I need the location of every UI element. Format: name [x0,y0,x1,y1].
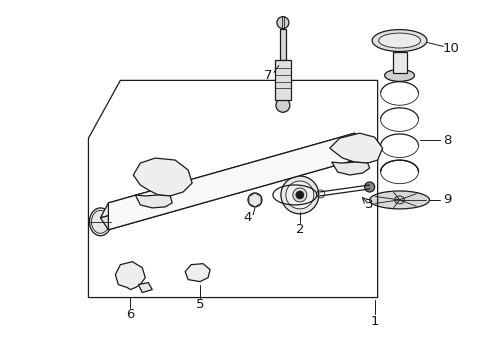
Circle shape [364,182,374,192]
Circle shape [275,98,289,112]
Circle shape [158,171,172,185]
Polygon shape [329,133,382,163]
Polygon shape [331,162,369,175]
Text: 4: 4 [244,211,252,224]
Text: 8: 8 [442,134,451,147]
Polygon shape [274,60,290,100]
Ellipse shape [371,30,426,51]
Text: 2: 2 [295,223,304,236]
Text: 9: 9 [442,193,451,206]
Ellipse shape [384,69,414,81]
Polygon shape [135,195,172,208]
Circle shape [151,164,179,192]
Polygon shape [185,264,210,282]
Polygon shape [248,193,261,207]
Ellipse shape [378,33,420,48]
Circle shape [351,144,363,156]
Ellipse shape [89,208,111,236]
Circle shape [276,17,288,28]
Text: 3: 3 [365,198,373,211]
Ellipse shape [285,181,313,209]
Polygon shape [133,158,192,196]
Polygon shape [279,28,285,60]
Polygon shape [115,262,145,289]
Polygon shape [392,53,406,73]
Text: 10: 10 [442,42,459,55]
Text: 6: 6 [126,308,134,321]
Circle shape [170,172,176,178]
Text: 7: 7 [263,69,272,82]
Polygon shape [100,133,367,218]
Ellipse shape [369,191,428,209]
Circle shape [362,146,366,150]
Polygon shape [138,283,152,293]
Ellipse shape [394,196,404,204]
Circle shape [345,138,369,162]
Ellipse shape [280,176,318,214]
Text: 1: 1 [369,315,378,328]
Ellipse shape [292,188,306,202]
Polygon shape [108,133,354,230]
Text: 5: 5 [196,298,204,311]
Polygon shape [100,145,367,230]
Circle shape [295,191,303,199]
